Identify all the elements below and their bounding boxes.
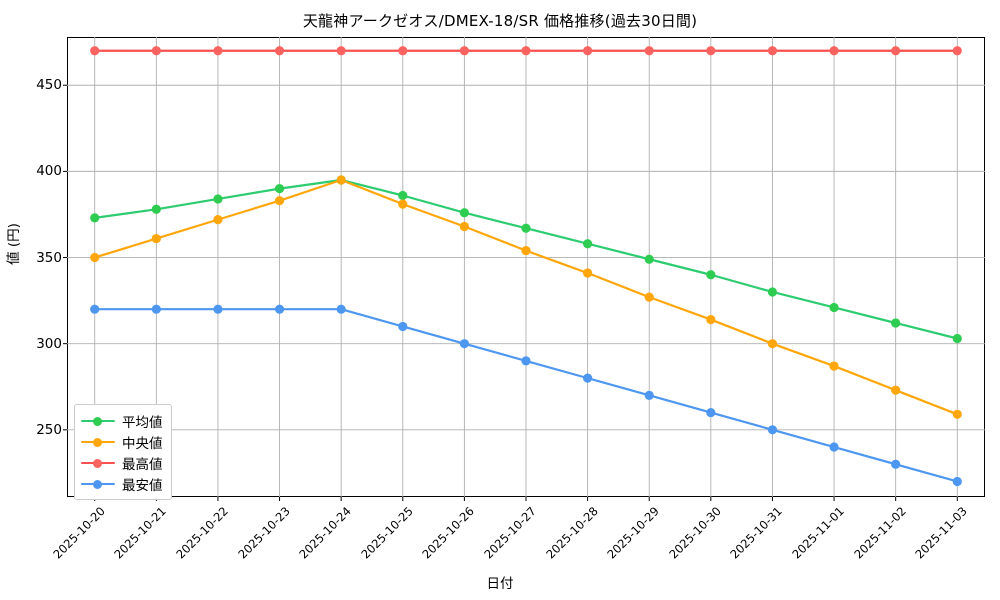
y-tick-label: 300 bbox=[36, 335, 62, 352]
x-tick-label: 2025-10-25 bbox=[358, 504, 416, 562]
x-tick-label: 2025-11-03 bbox=[912, 504, 971, 562]
x-tick-label: 2025-10-21 bbox=[111, 504, 170, 562]
legend-swatch-icon bbox=[81, 435, 115, 449]
legend-swatch-icon bbox=[81, 456, 115, 470]
legend-item-1[interactable]: 中央値 bbox=[81, 431, 163, 452]
legend-item-0[interactable]: 平均値 bbox=[81, 410, 163, 431]
x-tick-label: 2025-10-24 bbox=[296, 504, 355, 562]
legend-label: 最高値 bbox=[122, 456, 163, 473]
x-tick-label: 2025-10-26 bbox=[419, 504, 478, 562]
legend-label: 平均値 bbox=[122, 414, 163, 431]
x-tick-label: 2025-10-30 bbox=[666, 504, 724, 562]
x-tick-label: 2025-10-31 bbox=[727, 504, 786, 562]
x-tick-label: 2025-11-01 bbox=[789, 504, 847, 562]
x-tick-label: 2025-11-02 bbox=[851, 504, 909, 562]
x-tick-label: 2025-10-22 bbox=[173, 504, 231, 562]
x-tick-label: 2025-10-27 bbox=[481, 504, 539, 562]
y-tick-label: 350 bbox=[36, 249, 62, 266]
x-tick-label: 2025-10-29 bbox=[604, 504, 663, 562]
legend-label: 中央値 bbox=[122, 435, 163, 452]
y-axis-tick-labels: 250 300 350 400 450 bbox=[12, 0, 62, 600]
legend-label: 最安値 bbox=[122, 477, 163, 494]
x-axis-label: 日付 bbox=[486, 576, 514, 592]
legend-swatch-icon bbox=[81, 477, 115, 491]
y-tick-label: 400 bbox=[36, 163, 62, 180]
legend-item-3[interactable]: 最安値 bbox=[81, 473, 163, 494]
x-tick-label: 2025-10-28 bbox=[542, 504, 601, 562]
plot-area bbox=[67, 37, 985, 497]
x-tick-label: 2025-10-23 bbox=[234, 504, 293, 562]
chart-title: 天龍神アークゼオス/DMEX-18/SR 価格推移(過去30日間) bbox=[302, 12, 698, 30]
y-axis-label: 値 (円) bbox=[6, 223, 22, 265]
chart-legend: 平均値中央値最高値最安値 bbox=[74, 404, 172, 500]
y-tick-label: 250 bbox=[36, 421, 62, 438]
legend-item-2[interactable]: 最高値 bbox=[81, 452, 163, 473]
y-tick-label: 450 bbox=[36, 77, 62, 94]
legend-swatch-icon bbox=[81, 414, 115, 428]
